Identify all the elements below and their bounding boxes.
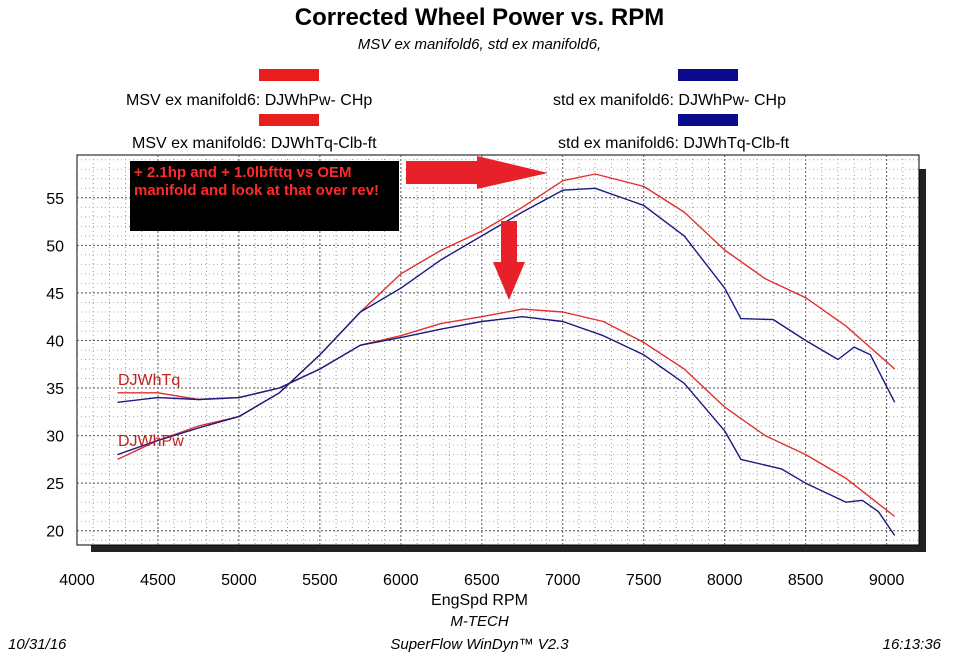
series-line-1 (117, 187, 896, 456)
y-tick-label: 35 (46, 381, 64, 398)
x-tick-label: 5500 (302, 572, 338, 589)
x-tick-label: 9000 (869, 572, 905, 589)
legend-label-std-torque: std ex manifold6: DJWhTq-Clb-ft (558, 135, 790, 152)
x-axis-label: EngSpd RPM (431, 592, 528, 609)
arrow-down-icon (493, 221, 525, 300)
y-tick-label: 20 (46, 524, 64, 541)
x-tick-label: 8500 (788, 572, 824, 589)
x-tick-label: 4000 (59, 572, 95, 589)
legend-swatch-msv-power (259, 69, 319, 81)
annotation-text: + 2.1hp and + 1.0lbfttq vs OEM manifold … (134, 164, 380, 199)
arrow-right-icon (406, 156, 548, 189)
x-tick-label: 8000 (707, 572, 743, 589)
x-tick-label: 7500 (626, 572, 662, 589)
y-tick-label: 40 (46, 333, 64, 350)
footer-software: SuperFlow WinDyn™ V2.3 (390, 636, 569, 653)
y-tick-label: 50 (46, 238, 64, 255)
legend-swatch-std-power (678, 69, 738, 81)
footer-time: 16:13:36 (882, 636, 941, 653)
footer-date: 10/31/16 (8, 636, 67, 653)
legend-swatch-std-torque (678, 114, 738, 126)
x-tick-label: 6000 (383, 572, 419, 589)
curve-label-power: DJWhPw (118, 433, 184, 450)
series-line-3 (117, 316, 896, 536)
y-tick-label: 55 (46, 191, 64, 208)
legend-swatch-msv-torque (259, 114, 319, 126)
chart-title: Corrected Wheel Power vs. RPM (294, 4, 665, 31)
footer-company: M-TECH (450, 613, 509, 630)
curve-label-torque: DJWhTq (118, 372, 181, 389)
legend-label-msv-power: MSV ex manifold6: DJWhPw- CHp (126, 92, 373, 109)
x-tick-label: 5000 (221, 572, 257, 589)
chart-subtitle: MSV ex manifold6, std ex manifold6, (357, 36, 602, 53)
y-tick-label: 25 (46, 476, 64, 493)
legend-label-msv-torque: MSV ex manifold6: DJWhTq-Clb-ft (132, 135, 377, 152)
x-tick-label: 6500 (464, 572, 500, 589)
y-tick-label: 45 (46, 286, 64, 303)
y-tick-label: 30 (46, 429, 64, 446)
annotation-box: + 2.1hp and + 1.0lbfttq vs OEM manifold … (130, 161, 399, 231)
legend-label-std-power: std ex manifold6: DJWhPw- CHp (553, 92, 786, 109)
x-tick-label: 7000 (545, 572, 581, 589)
x-tick-label: 4500 (140, 572, 176, 589)
